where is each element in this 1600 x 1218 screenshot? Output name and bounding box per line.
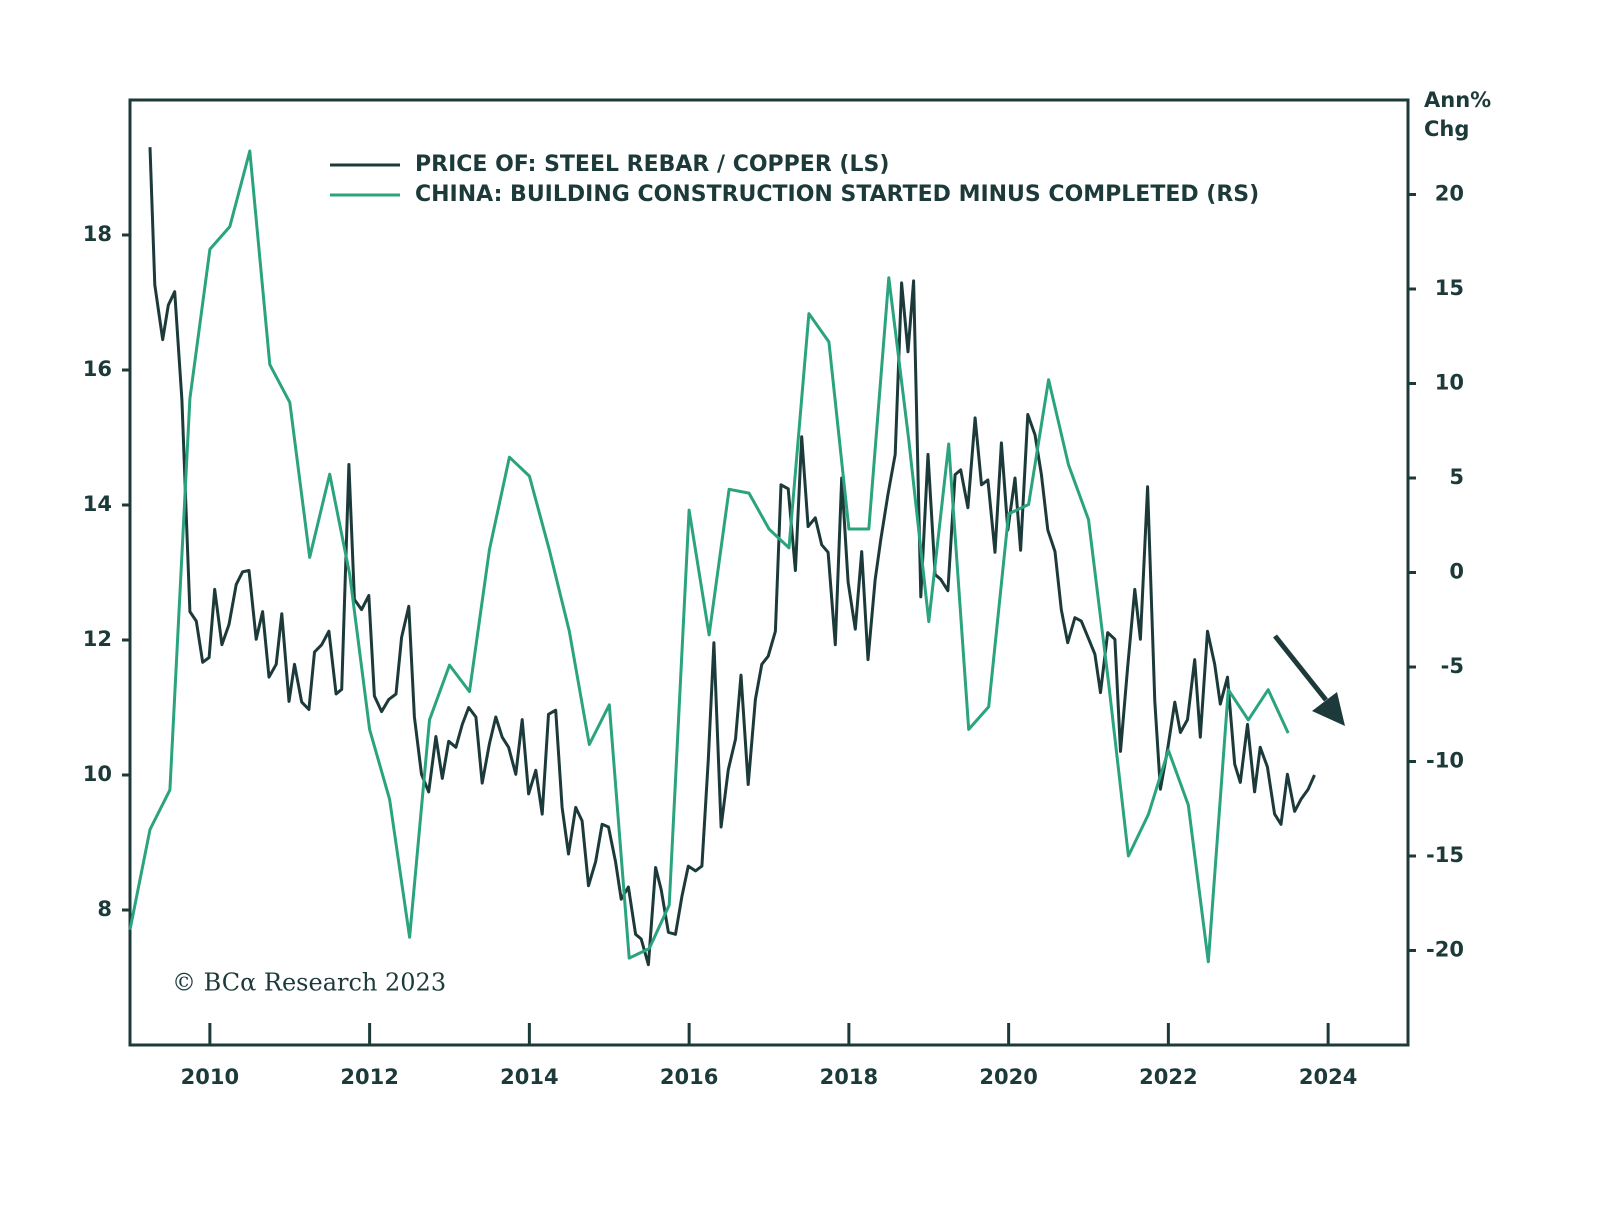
y2-tick-label: 5	[1449, 465, 1464, 489]
series-line	[128, 149, 1290, 964]
legend-label: CHINA: BUILDING CONSTRUCTION STARTED MIN…	[415, 182, 1259, 207]
series-line	[148, 147, 1316, 967]
x-tick-label: 2010	[181, 1065, 239, 1089]
y2-axis-label: Ann%	[1424, 88, 1491, 112]
copyright-note: © BCα Research 2023	[172, 969, 446, 997]
plot-frame	[128, 98, 1410, 1047]
y-tick-label: 14	[83, 492, 112, 516]
legend-label: PRICE OF: STEEL REBAR / COPPER (LS)	[415, 152, 889, 177]
y-tick-label: 18	[83, 222, 112, 246]
y2-axis-label: Chg	[1424, 117, 1469, 141]
x-tick-label: 2024	[1299, 1065, 1357, 1089]
x-tick-label: 2018	[820, 1065, 878, 1089]
y2-tick-label: 10	[1435, 371, 1464, 395]
x-tick-label: 2014	[500, 1065, 558, 1089]
y-tick-label: 16	[83, 357, 112, 381]
y2-tick-label: 20	[1435, 182, 1464, 206]
y2-tick-label: 15	[1435, 276, 1464, 300]
y2-tick-label: -15	[1426, 843, 1464, 867]
y-tick-label: 12	[83, 627, 112, 651]
y2-tick-label: -5	[1441, 654, 1464, 678]
y2-tick-label: 0	[1449, 560, 1464, 584]
x-tick-label: 2020	[979, 1065, 1037, 1089]
y2-tick-label: -10	[1426, 749, 1464, 773]
x-tick-label: 2022	[1139, 1065, 1197, 1089]
trend-arrow	[1273, 634, 1345, 726]
y-tick-label: 10	[83, 762, 112, 786]
y-tick-label: 8	[97, 897, 112, 921]
y2-tick-label: -20	[1426, 938, 1464, 962]
x-tick-label: 2016	[660, 1065, 718, 1089]
x-tick-label: 2012	[340, 1065, 398, 1089]
